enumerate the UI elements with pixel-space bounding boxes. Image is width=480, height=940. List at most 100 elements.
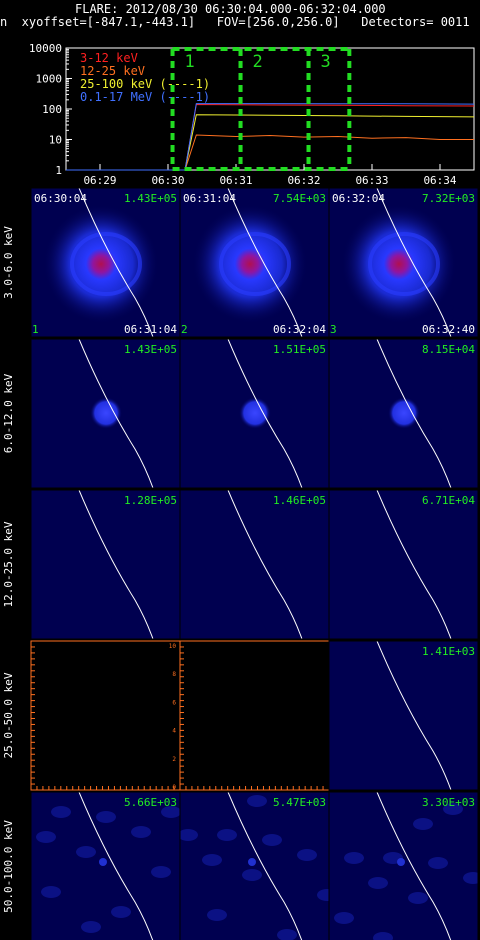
source-emission (388, 397, 420, 429)
x-tick-label: 06:29 (83, 174, 116, 186)
solar-limb (78, 490, 154, 639)
series-line (66, 134, 474, 171)
start-time-label: 06:32:04 (332, 192, 385, 205)
noise-blob (344, 852, 364, 864)
noise-blob (443, 803, 463, 815)
solar-limb (376, 641, 452, 790)
axis-tick-label: 0 (172, 784, 176, 791)
panel-index-label: 1 (32, 323, 39, 336)
noise-blob (317, 889, 329, 901)
source-emission (341, 204, 457, 324)
panel-border (328, 489, 479, 640)
emission-ring (70, 232, 142, 296)
panel-border (328, 187, 479, 338)
axis-tick-label: 4 (172, 728, 176, 735)
panel-background (180, 792, 329, 940)
row-energy-label: 12.0-25.0 keV (2, 521, 15, 607)
peak-value-label: 3.30E+03 (422, 796, 475, 809)
noise-blob (217, 829, 237, 841)
plot-title: FLARE: 2012/08/30 06:30:04.000-06:32:04.… (75, 2, 386, 16)
noise-blob (247, 795, 267, 807)
source-emission (192, 204, 308, 324)
y-tick-label: 10 (49, 134, 62, 147)
plot-subtitle: n xyoffset=[-847.1,-443.1] FOV=[256.0,25… (0, 15, 470, 29)
empty-panel (30, 640, 181, 791)
noise-blob (428, 857, 448, 869)
noise-blob (413, 818, 433, 830)
noise-blob (202, 854, 222, 866)
image-panel: 8.15E+04 (328, 338, 479, 489)
row-energy-label: 6.0-12.0 keV (2, 373, 15, 453)
solar-limb (376, 339, 452, 488)
x-tick-label: 06:32 (287, 174, 320, 186)
start-time-label: 06:31:04 (183, 192, 236, 205)
image-panel: 1.43E+05 (30, 338, 181, 489)
image-panel: 1.41E+03 (328, 640, 479, 791)
image-panel: 7.54E+03 06:31:04 06:32:04 2 (179, 187, 330, 338)
interval-label: 2 (253, 52, 263, 72)
end-time-label: 06:32:40 (422, 323, 475, 336)
noise-blob (297, 849, 317, 861)
empty-panel (179, 640, 330, 791)
noise-blob (76, 846, 96, 858)
series-line (66, 114, 475, 171)
panel-background (31, 490, 180, 639)
peak-value-label: 6.71E+04 (422, 494, 475, 507)
peak-value-label: 1.43E+05 (124, 343, 177, 356)
source-emission (239, 397, 271, 429)
row-energy-label: 50.0-100.0 keV (2, 820, 15, 913)
solar-limb (376, 490, 452, 639)
solar-limb (376, 188, 452, 337)
axis-tick-label: 10 (169, 643, 177, 650)
interval-label: 1 (185, 52, 195, 72)
panel-border (328, 338, 479, 489)
noise-blob (41, 886, 61, 898)
panel-index-label: 2 (181, 323, 188, 336)
x-tick-label: 06:34 (423, 174, 456, 186)
image-panel: 6.71E+04 (328, 489, 479, 640)
source-emission (248, 858, 256, 866)
peak-value-label: 1.51E+05 (273, 343, 326, 356)
noise-blob (96, 811, 116, 823)
solar-limb (376, 792, 452, 940)
image-panel: 5.66E+03 (30, 791, 181, 940)
solar-limb (227, 792, 303, 940)
image-panel (179, 640, 330, 791)
lightcurve-plot: 1 10 100 1000 10000 06:29 06:30 06:31 06:32 06:33… (29, 42, 475, 186)
x-tick-label: 06:30 (151, 174, 184, 186)
noise-blob (334, 912, 354, 924)
noise-blob (262, 834, 282, 846)
y-tick-label: 100 (42, 103, 62, 116)
source-emission (397, 858, 405, 866)
panel-background (329, 792, 478, 940)
y-tick-label: 10000 (29, 42, 62, 55)
legend-entry: 0.1-17 MeV (----1) (80, 90, 210, 104)
x-tick-label: 06:33 (355, 174, 388, 186)
image-grid: 3.0-6.0 keV 1.43E+05 06:30:04 06:31:04 1 7.54… (2, 187, 479, 940)
source-emission (43, 204, 159, 324)
noise-blob (463, 872, 478, 884)
solar-limb (227, 490, 303, 639)
noise-blob (111, 906, 131, 918)
legend-entry: 3-12 keV (80, 51, 138, 65)
start-time-label: 06:30:04 (34, 192, 87, 205)
solar-limb (227, 188, 303, 337)
legend-entry: 25-100 keV (----1) (80, 77, 210, 91)
noise-blob (180, 829, 198, 841)
peak-value-label: 1.41E+03 (422, 645, 475, 658)
solar-limb (78, 188, 154, 337)
peak-value-label: 5.66E+03 (124, 796, 177, 809)
axis-tick-label: 2 (172, 756, 176, 763)
noise-blob (207, 909, 227, 921)
legend-entry: 12-25 keV (80, 64, 145, 78)
interval-label: 3 (321, 52, 331, 72)
y-tick-label: 1000 (36, 73, 63, 86)
noise-blob (131, 826, 151, 838)
peak-value-label: 5.47E+03 (273, 796, 326, 809)
noise-blob (51, 806, 71, 818)
y-tick-label: 1 (55, 164, 62, 177)
peak-value-label: 8.15E+04 (422, 343, 475, 356)
source-emission (90, 397, 122, 429)
noise-blob (408, 892, 428, 904)
peak-value-label: 1.46E+05 (273, 494, 326, 507)
